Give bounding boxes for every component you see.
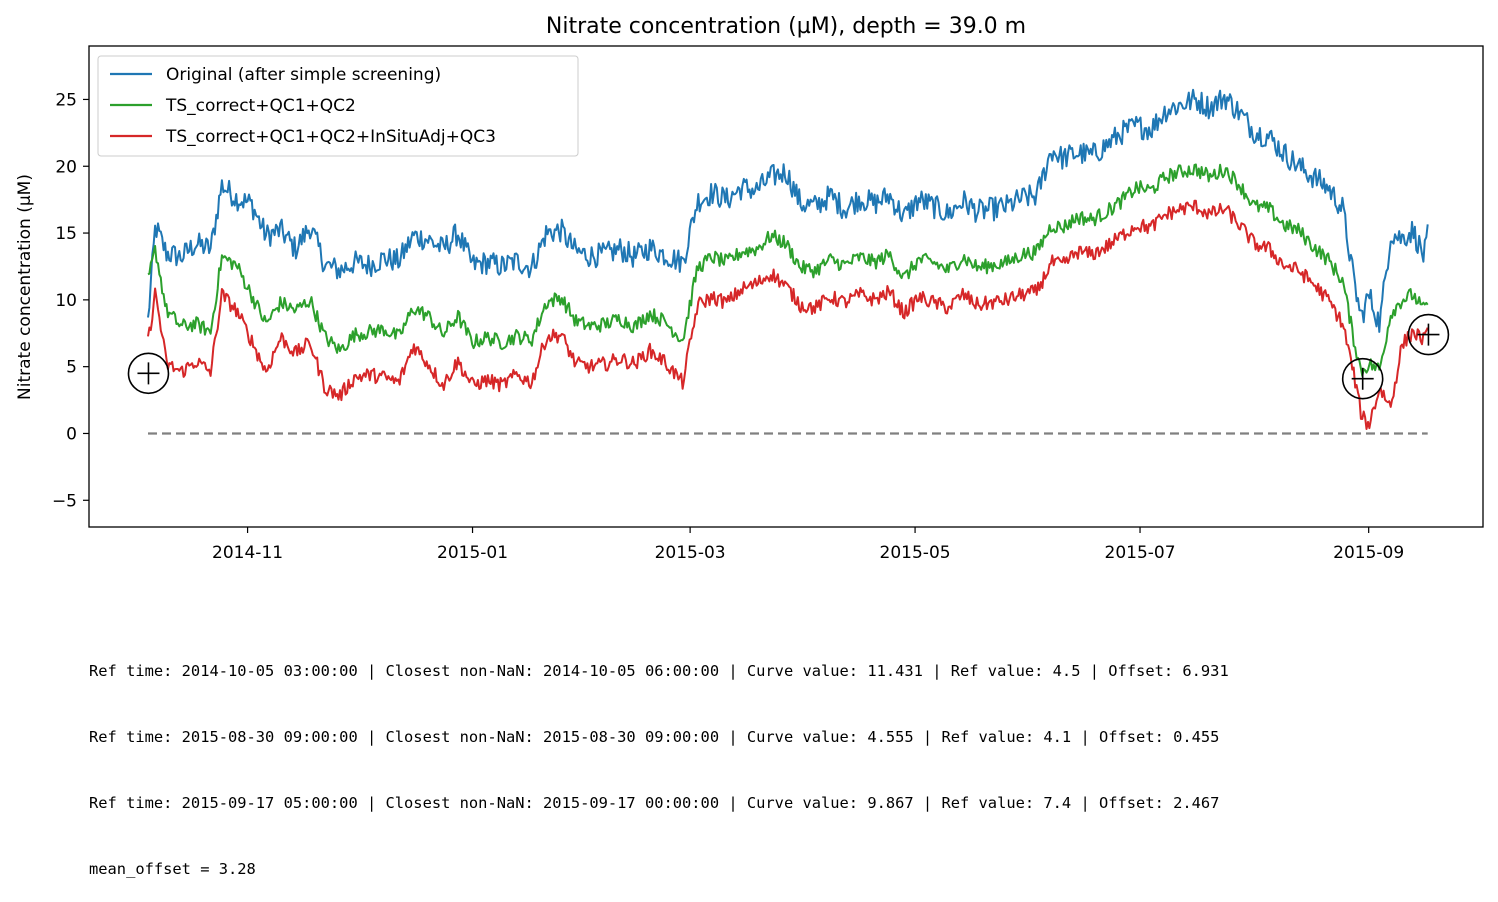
y-tick-label: −5: [52, 491, 77, 511]
mean-offset-line: mean_offset = 3.28: [89, 860, 256, 878]
legend: Original (after simple screening) TS_cor…: [97, 55, 579, 157]
series-line-qc3: [147, 199, 1429, 430]
plot-frame: [88, 45, 1484, 528]
axes-ticks: −5 0 5 10 15 20 25 2014-11 2015-01 2015-03 2015-05…: [52, 90, 1404, 563]
y-tick-label: 15: [55, 224, 77, 244]
x-tick-label: 2015-05: [880, 543, 951, 563]
legend-label-qc2: TS_correct+QC1+QC2: [165, 96, 356, 116]
reference-plus: [1351, 367, 1374, 390]
reference-marker: [127, 352, 170, 395]
nitrate-chart: Nitrate concentration (µM), depth = 39.0…: [15, 14, 1484, 563]
offset-info-block: Ref time: 2014-10-05 03:00:00 | Closest …: [89, 616, 1229, 902]
chart-title: Nitrate concentration (µM), depth = 39.0…: [546, 14, 1026, 39]
series-line-qc2: [147, 163, 1429, 377]
reference-marker: [1341, 357, 1384, 400]
x-tick-label: 2015-01: [437, 543, 508, 563]
legend-box: [97, 55, 579, 157]
offset-info-line: Ref time: 2014-10-05 03:00:00 | Closest …: [89, 662, 1229, 680]
reference-marker: [1407, 313, 1450, 356]
x-tick-label: 2014-11: [212, 543, 283, 563]
plot-area: [127, 88, 1450, 435]
reference-plus: [137, 362, 160, 385]
y-axis-label: Nitrate concentration (µM): [15, 174, 35, 400]
x-tick-label: 2015-09: [1333, 543, 1404, 563]
offset-info-line: Ref time: 2015-08-30 09:00:00 | Closest …: [89, 728, 1220, 746]
reference-plus: [1417, 323, 1440, 346]
y-tick-label: 10: [55, 291, 77, 311]
y-tick-label: 20: [55, 157, 77, 177]
x-tick-label: 2015-03: [655, 543, 726, 563]
legend-label-original: Original (after simple screening): [166, 65, 441, 85]
x-tick-label: 2015-07: [1105, 543, 1176, 563]
legend-label-qc3: TS_correct+QC1+QC2+InSituAdj+QC3: [165, 127, 496, 147]
y-tick-label: 0: [66, 424, 77, 444]
y-tick-label: 25: [55, 90, 77, 110]
y-tick-label: 5: [66, 358, 77, 378]
series-line-original: [147, 88, 1429, 333]
offset-info-line: Ref time: 2015-09-17 05:00:00 | Closest …: [89, 794, 1220, 812]
